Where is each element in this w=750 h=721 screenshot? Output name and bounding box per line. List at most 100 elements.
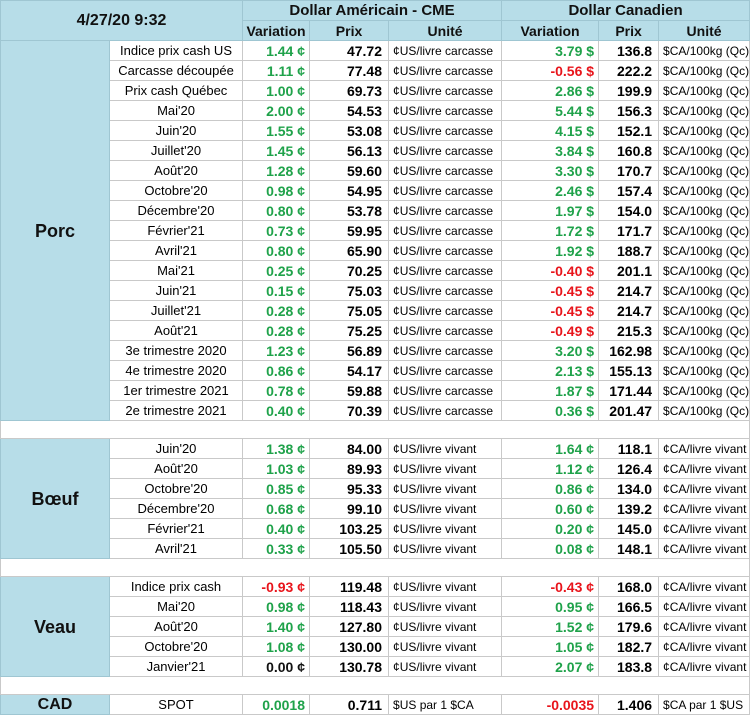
us-variation: 0.85 ¢ bbox=[242, 478, 311, 499]
ca-unit: $CA/100kg (Qc) bbox=[658, 340, 750, 361]
timestamp: 4/27/20 9:32 bbox=[0, 0, 244, 41]
ca-unit: $CA/100kg (Qc) bbox=[658, 60, 750, 81]
ca-unit: $CA/100kg (Qc) bbox=[658, 220, 750, 241]
us-variation: 0.28 ¢ bbox=[242, 300, 311, 321]
us-unit: ¢US/livre carcasse bbox=[388, 160, 503, 181]
us-variation: 0.40 ¢ bbox=[242, 400, 311, 421]
table-row: Février'21 0.40 ¢ 103.25 ¢US/livre vivant 0.… bbox=[1, 518, 750, 539]
ca-variation: -0.49 $ bbox=[501, 320, 600, 341]
ca-variation: 0.36 $ bbox=[501, 400, 600, 421]
us-variation: 0.73 ¢ bbox=[242, 220, 311, 241]
row-label: Août'20 bbox=[108, 616, 244, 637]
ca-variation: 1.92 $ bbox=[501, 240, 600, 261]
ca-price: 160.8 bbox=[598, 140, 660, 161]
ca-unit: ¢CA/livre vivant bbox=[658, 616, 750, 637]
table-row: Octobre'20 0.85 ¢ 95.33 ¢US/livre vivant 0.8… bbox=[1, 478, 750, 499]
table-row: 1er trimestre 2021 0.78 ¢ 59.88 ¢US/livre c… bbox=[1, 380, 750, 401]
us-variation: 1.11 ¢ bbox=[242, 60, 311, 81]
us-unit: ¢US/livre carcasse bbox=[388, 120, 503, 141]
us-variation: 0.80 ¢ bbox=[242, 200, 311, 221]
row-label: Avril'21 bbox=[108, 538, 244, 559]
table-row: Prix cash Québec 1.00 ¢ 69.73 ¢US/livre car… bbox=[1, 80, 750, 101]
us-unit: ¢US/livre carcasse bbox=[388, 80, 503, 101]
ca-variation: 3.20 $ bbox=[501, 340, 600, 361]
us-variation: 1.44 ¢ bbox=[242, 40, 311, 61]
ca-variation: 2.07 ¢ bbox=[501, 656, 600, 677]
ca-price: 183.8 bbox=[598, 656, 660, 677]
ca-variation: 1.72 $ bbox=[501, 220, 600, 241]
table-row: Mai'20 0.98 ¢ 118.43 ¢US/livre vivant 0.95 ¢… bbox=[1, 596, 750, 617]
table-row: CAD SPOT 0.0018 0.711 $US par 1 $CA -0.0035 1.… bbox=[0, 694, 750, 715]
ca-price: 162.98 bbox=[598, 340, 660, 361]
row-label: Octobre'20 bbox=[108, 478, 244, 499]
row-label: 4e trimestre 2020 bbox=[108, 360, 244, 381]
ca-variation: -0.0035 bbox=[501, 694, 600, 715]
us-variation: 0.0018 bbox=[242, 694, 311, 715]
us-variation: 1.00 ¢ bbox=[242, 80, 311, 101]
us-price: 53.08 bbox=[309, 120, 390, 141]
table-row: Mai'20 2.00 ¢ 54.53 ¢US/livre carcasse 5.44 … bbox=[1, 100, 750, 121]
ca-variation-header: Variation bbox=[501, 20, 600, 41]
us-price: 69.73 bbox=[309, 80, 390, 101]
us-unit: ¢US/livre vivant bbox=[388, 538, 503, 559]
ca-price: 1.406 bbox=[598, 694, 660, 715]
ca-unit: ¢CA/livre vivant bbox=[658, 596, 750, 617]
ca-unit: $CA/100kg (Qc) bbox=[658, 360, 750, 381]
ca-variation: 3.30 $ bbox=[501, 160, 600, 181]
ca-unit: ¢CA/livre vivant bbox=[658, 538, 750, 559]
ca-variation: 1.52 ¢ bbox=[501, 616, 600, 637]
us-price: 127.80 bbox=[309, 616, 390, 637]
us-price: 103.25 bbox=[309, 518, 390, 539]
table-row: Octobre'20 1.08 ¢ 130.00 ¢US/livre vivant 1.… bbox=[1, 636, 750, 657]
header-row-2: Variation Prix Unité Variation Prix Unit… bbox=[1, 20, 750, 41]
ca-variation: 0.86 ¢ bbox=[501, 478, 600, 499]
us-unit: ¢US/livre vivant bbox=[388, 636, 503, 657]
us-price: 118.43 bbox=[309, 596, 390, 617]
row-label: Octobre'20 bbox=[108, 636, 244, 657]
us-variation: 1.38 ¢ bbox=[242, 438, 311, 459]
row-label: Août'20 bbox=[108, 160, 244, 181]
ca-variation: 1.05 ¢ bbox=[501, 636, 600, 657]
table-row: 4e trimestre 2020 0.86 ¢ 54.17 ¢US/livre ca… bbox=[1, 360, 750, 381]
ca-variation: 2.13 $ bbox=[501, 360, 600, 381]
us-variation: 1.28 ¢ bbox=[242, 160, 311, 181]
ca-price: 171.44 bbox=[598, 380, 660, 401]
ca-variation: 2.86 $ bbox=[501, 80, 600, 101]
us-variation: 0.80 ¢ bbox=[242, 240, 311, 261]
table-row: Mai'21 0.25 ¢ 70.25 ¢US/livre carcasse -0.40… bbox=[1, 260, 750, 281]
ca-price: 156.3 bbox=[598, 100, 660, 121]
row-label: Juillet'20 bbox=[108, 140, 244, 161]
us-unit: ¢US/livre carcasse bbox=[388, 180, 503, 201]
ca-unit: $CA/100kg (Qc) bbox=[658, 200, 750, 221]
section-label: Bœuf bbox=[0, 438, 110, 559]
us-unit: ¢US/livre vivant bbox=[388, 458, 503, 479]
us-unit: ¢US/livre vivant bbox=[388, 518, 503, 539]
row-label: Février'21 bbox=[108, 220, 244, 241]
table-row: Août'20 1.40 ¢ 127.80 ¢US/livre vivant 1.52 … bbox=[1, 616, 750, 637]
ca-variation: 5.44 $ bbox=[501, 100, 600, 121]
row-label: Avril'21 bbox=[108, 240, 244, 261]
table-row: Avril'21 0.80 ¢ 65.90 ¢US/livre carcasse 1.9… bbox=[1, 240, 750, 261]
us-price: 47.72 bbox=[309, 40, 390, 61]
row-label: 3e trimestre 2020 bbox=[108, 340, 244, 361]
row-label: Indice prix cash bbox=[108, 576, 244, 597]
us-price: 84.00 bbox=[309, 438, 390, 459]
ca-unit: ¢CA/livre vivant bbox=[658, 656, 750, 677]
row-label: Mai'21 bbox=[108, 260, 244, 281]
table-row: Août'20 1.28 ¢ 59.60 ¢US/livre carcasse 3.30… bbox=[1, 160, 750, 181]
ca-unit: $CA/100kg (Qc) bbox=[658, 160, 750, 181]
ca-variation: 0.08 ¢ bbox=[501, 538, 600, 559]
ca-price: 170.7 bbox=[598, 160, 660, 181]
ca-price: 201.47 bbox=[598, 400, 660, 421]
us-price: 70.25 bbox=[309, 260, 390, 281]
ca-unit: ¢CA/livre vivant bbox=[658, 438, 750, 459]
us-price: 89.93 bbox=[309, 458, 390, 479]
ca-variation: 2.46 $ bbox=[501, 180, 600, 201]
table-row: Décembre'20 0.80 ¢ 53.78 ¢US/livre carcasse… bbox=[1, 200, 750, 221]
ca-unit: $CA/100kg (Qc) bbox=[658, 120, 750, 141]
us-unit: ¢US/livre carcasse bbox=[388, 100, 503, 121]
us-unit: ¢US/livre carcasse bbox=[388, 60, 503, 81]
ca-price: 214.7 bbox=[598, 280, 660, 301]
us-variation: 0.78 ¢ bbox=[242, 380, 311, 401]
row-label: Février'21 bbox=[108, 518, 244, 539]
